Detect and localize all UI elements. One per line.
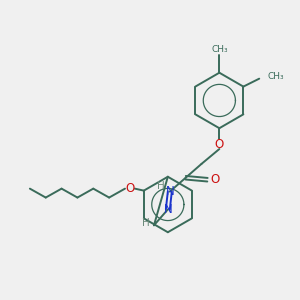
Text: N: N bbox=[164, 203, 172, 216]
Text: H: H bbox=[142, 218, 150, 228]
Text: CH₃: CH₃ bbox=[267, 72, 284, 81]
Text: O: O bbox=[211, 173, 220, 186]
Text: O: O bbox=[125, 182, 135, 195]
Text: O: O bbox=[215, 138, 224, 151]
Text: H: H bbox=[157, 181, 165, 191]
Text: CH₃: CH₃ bbox=[211, 45, 228, 54]
Text: N: N bbox=[165, 185, 174, 198]
